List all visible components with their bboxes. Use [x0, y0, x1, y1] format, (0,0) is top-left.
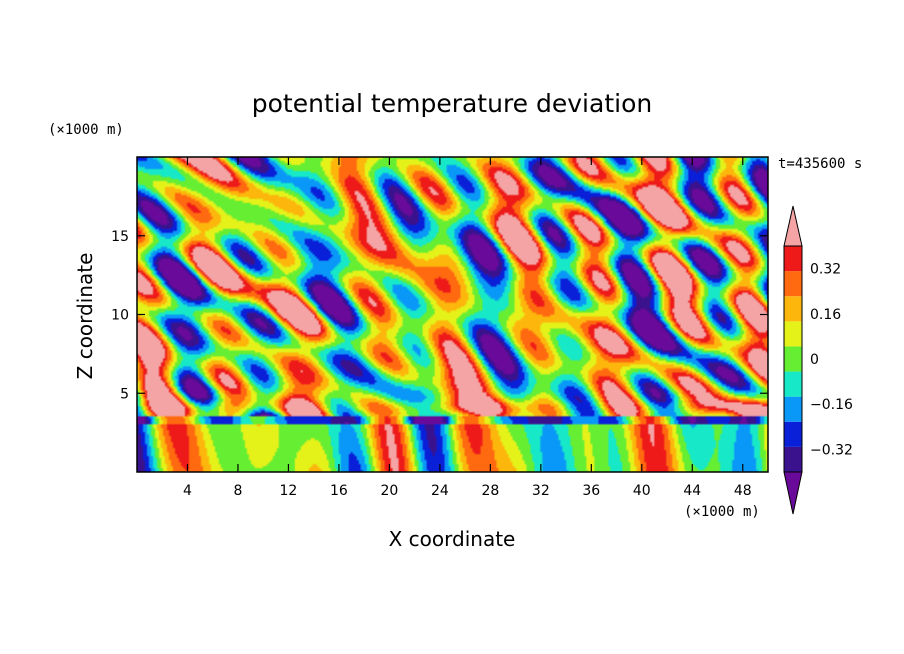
colorbar: 0.32 0.16 0 −0.16 −0.32: [783, 205, 853, 515]
colorbar-swatch: [784, 246, 802, 272]
colorbar-tick-label: 0.32: [810, 262, 841, 278]
z-axis-label: Z coordinate: [73, 253, 97, 380]
chart-title: potential temperature deviation: [252, 89, 652, 118]
z-units-label: (×1000 m): [48, 122, 124, 138]
x-tick-label: 20: [380, 483, 398, 499]
colorbar-swatch: [784, 396, 802, 422]
x-tick-label: 32: [532, 483, 550, 499]
x-tick-label: 16: [330, 483, 348, 499]
colorbar-cap-high: [783, 205, 803, 247]
z-tick-label: 5: [120, 386, 129, 402]
x-tick-label: 28: [481, 483, 499, 499]
colorbar-swatch: [784, 371, 802, 397]
field-contours: [137, 157, 768, 472]
x-tick-label: 48: [734, 483, 752, 499]
x-axis-label: X coordinate: [389, 527, 516, 551]
colorbar-swatch: [784, 321, 802, 347]
x-tick-label: 40: [633, 483, 651, 499]
colorbar-tick-label: 0: [810, 352, 819, 368]
x-units-label: (×1000 m): [684, 504, 760, 520]
colorbar-tick-label: −0.32: [810, 442, 853, 458]
colorbar-frame: [783, 245, 803, 473]
x-tick-label: 24: [431, 483, 449, 499]
x-tick-label: 4: [183, 483, 192, 499]
x-tick-label: 44: [683, 483, 701, 499]
x-tick-label: 12: [280, 483, 298, 499]
colorbar-cap-low: [783, 471, 803, 515]
colorbar-swatch: [784, 271, 802, 297]
colorbar-tick-label: −0.16: [810, 397, 853, 413]
x-tick-label: 8: [233, 483, 242, 499]
colorbar-swatch: [784, 421, 802, 447]
z-tick-label: 10: [111, 308, 129, 324]
z-axis: 5 10 15: [111, 229, 768, 402]
z-tick-label: 15: [111, 229, 129, 245]
colorbar-tick-label: 0.16: [810, 307, 841, 323]
x-tick-label: 36: [582, 483, 600, 499]
colorbar-swatch: [784, 446, 802, 472]
colorbar-swatch: [784, 296, 802, 322]
time-label: t=435600 s: [778, 156, 862, 172]
colorbar-swatch: [784, 346, 802, 372]
plot-area: [137, 157, 768, 472]
x-axis: 4 8 12 16 20 24 28 32 36 40 44 48: [183, 157, 752, 499]
